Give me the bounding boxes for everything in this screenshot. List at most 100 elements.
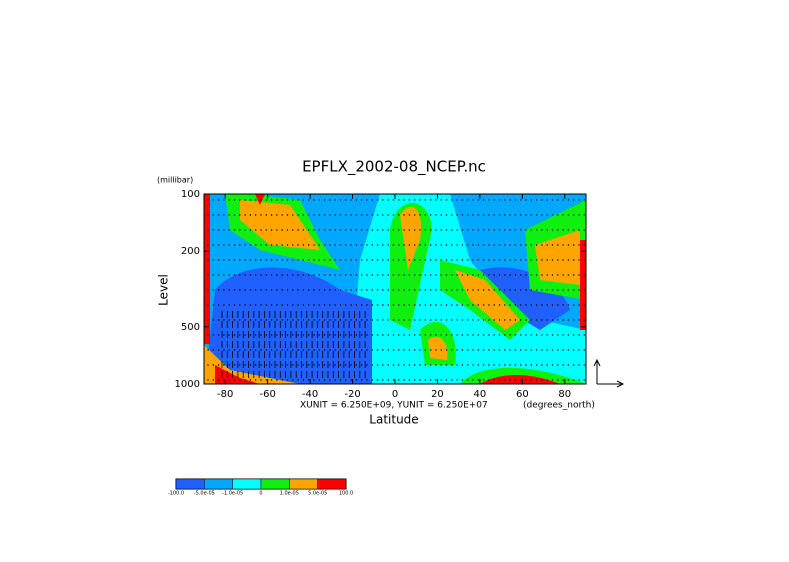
vector-dot	[414, 199, 416, 201]
vector-dot	[217, 379, 220, 381]
vector-dot	[567, 379, 570, 381]
vector-dot	[392, 304, 395, 306]
vector-dot	[339, 199, 342, 201]
vector-dot	[376, 244, 379, 246]
vector-dot	[461, 259, 464, 261]
vector-dot	[239, 259, 241, 261]
vector-dot	[514, 199, 517, 201]
vector-dot	[520, 199, 522, 201]
vector-dot	[239, 229, 241, 231]
vector-dot	[260, 289, 262, 291]
vector-dot	[345, 214, 347, 216]
vector-dot	[562, 319, 564, 321]
vector-dot	[302, 364, 305, 366]
vector-dot	[573, 244, 575, 246]
vector-dot	[339, 259, 342, 261]
vector-dot	[472, 289, 474, 291]
vector-dot	[239, 334, 241, 336]
vector-dot	[535, 229, 538, 231]
vector-dot	[265, 274, 267, 276]
vector-dot	[573, 334, 575, 336]
vector-dot	[472, 319, 474, 321]
vector-dot	[467, 259, 469, 261]
vector-dot	[308, 289, 310, 291]
vector-dot	[456, 379, 458, 381]
vector-dot	[414, 244, 416, 246]
vector-dot	[350, 379, 352, 381]
vector-dot	[292, 364, 294, 366]
vector-dot	[350, 289, 352, 291]
vector-dot	[535, 214, 538, 216]
vector-dot	[429, 214, 432, 216]
vector-dot	[270, 244, 273, 246]
vector-dot	[435, 349, 437, 351]
vector-dot	[488, 199, 490, 201]
vector-dot	[435, 304, 437, 306]
vector-dot	[567, 199, 570, 201]
vector-dot	[408, 229, 411, 231]
vector-dot	[424, 349, 426, 351]
vector-dot	[366, 364, 368, 366]
vector-dot	[546, 289, 548, 291]
vector-dot	[472, 259, 474, 261]
vector-dot	[339, 319, 342, 321]
vector-dot	[467, 229, 469, 231]
vector-dot	[313, 334, 315, 336]
vector-dot	[493, 259, 495, 261]
vector-dot	[265, 259, 267, 261]
vector-dot	[239, 274, 241, 276]
vector-dot	[562, 199, 564, 201]
vector-dot	[541, 334, 543, 336]
x-tick-label: 60	[516, 389, 529, 400]
vector-dot	[493, 214, 495, 216]
vector-dot	[477, 334, 479, 336]
vector-dot	[546, 259, 548, 261]
vector-dot	[329, 349, 331, 351]
colorbar-label: 100.0	[339, 491, 353, 497]
vector-dot	[583, 214, 585, 216]
vector-dot	[408, 379, 411, 381]
vector-dot	[583, 199, 585, 201]
vector-dot	[578, 364, 580, 366]
vector-dot	[493, 199, 495, 201]
vector-dot	[477, 304, 479, 306]
vector-dot	[546, 349, 548, 351]
vector-dot	[260, 349, 262, 351]
vector-dot	[440, 319, 442, 321]
vector-dot	[472, 364, 474, 366]
vector-dot	[472, 244, 474, 246]
vector-dot	[557, 274, 559, 276]
vector-dot	[482, 199, 485, 201]
vector-dot	[392, 229, 395, 231]
vector-dot	[456, 334, 458, 336]
vector-dot	[440, 259, 442, 261]
vector-dot	[239, 289, 241, 291]
vector-dot	[286, 379, 289, 381]
vector-dot	[233, 379, 236, 381]
vector-dot	[429, 364, 432, 366]
vector-dot	[435, 364, 437, 366]
vector-dot	[371, 349, 373, 351]
vector-dot	[334, 244, 336, 246]
vector-dot	[334, 214, 336, 216]
vector-dot	[520, 364, 522, 366]
vector-dot	[323, 259, 326, 261]
vector-dot	[493, 349, 495, 351]
vector-dot	[525, 229, 527, 231]
vector-dot	[387, 244, 389, 246]
vector-dot	[292, 319, 294, 321]
vector-dot	[255, 319, 257, 321]
vector-dot	[212, 259, 214, 261]
vector-dot	[217, 319, 220, 321]
vector-dot	[302, 199, 305, 201]
colorbar-label: 5.0e-05	[308, 491, 327, 497]
vector-dot	[520, 229, 522, 231]
vector-dot	[276, 289, 278, 291]
vector-dot	[233, 319, 236, 321]
vector-dot	[323, 334, 326, 336]
vector-dot	[567, 274, 570, 276]
vector-dot	[408, 334, 411, 336]
vector-dot	[233, 364, 236, 366]
vector-dot	[583, 364, 585, 366]
